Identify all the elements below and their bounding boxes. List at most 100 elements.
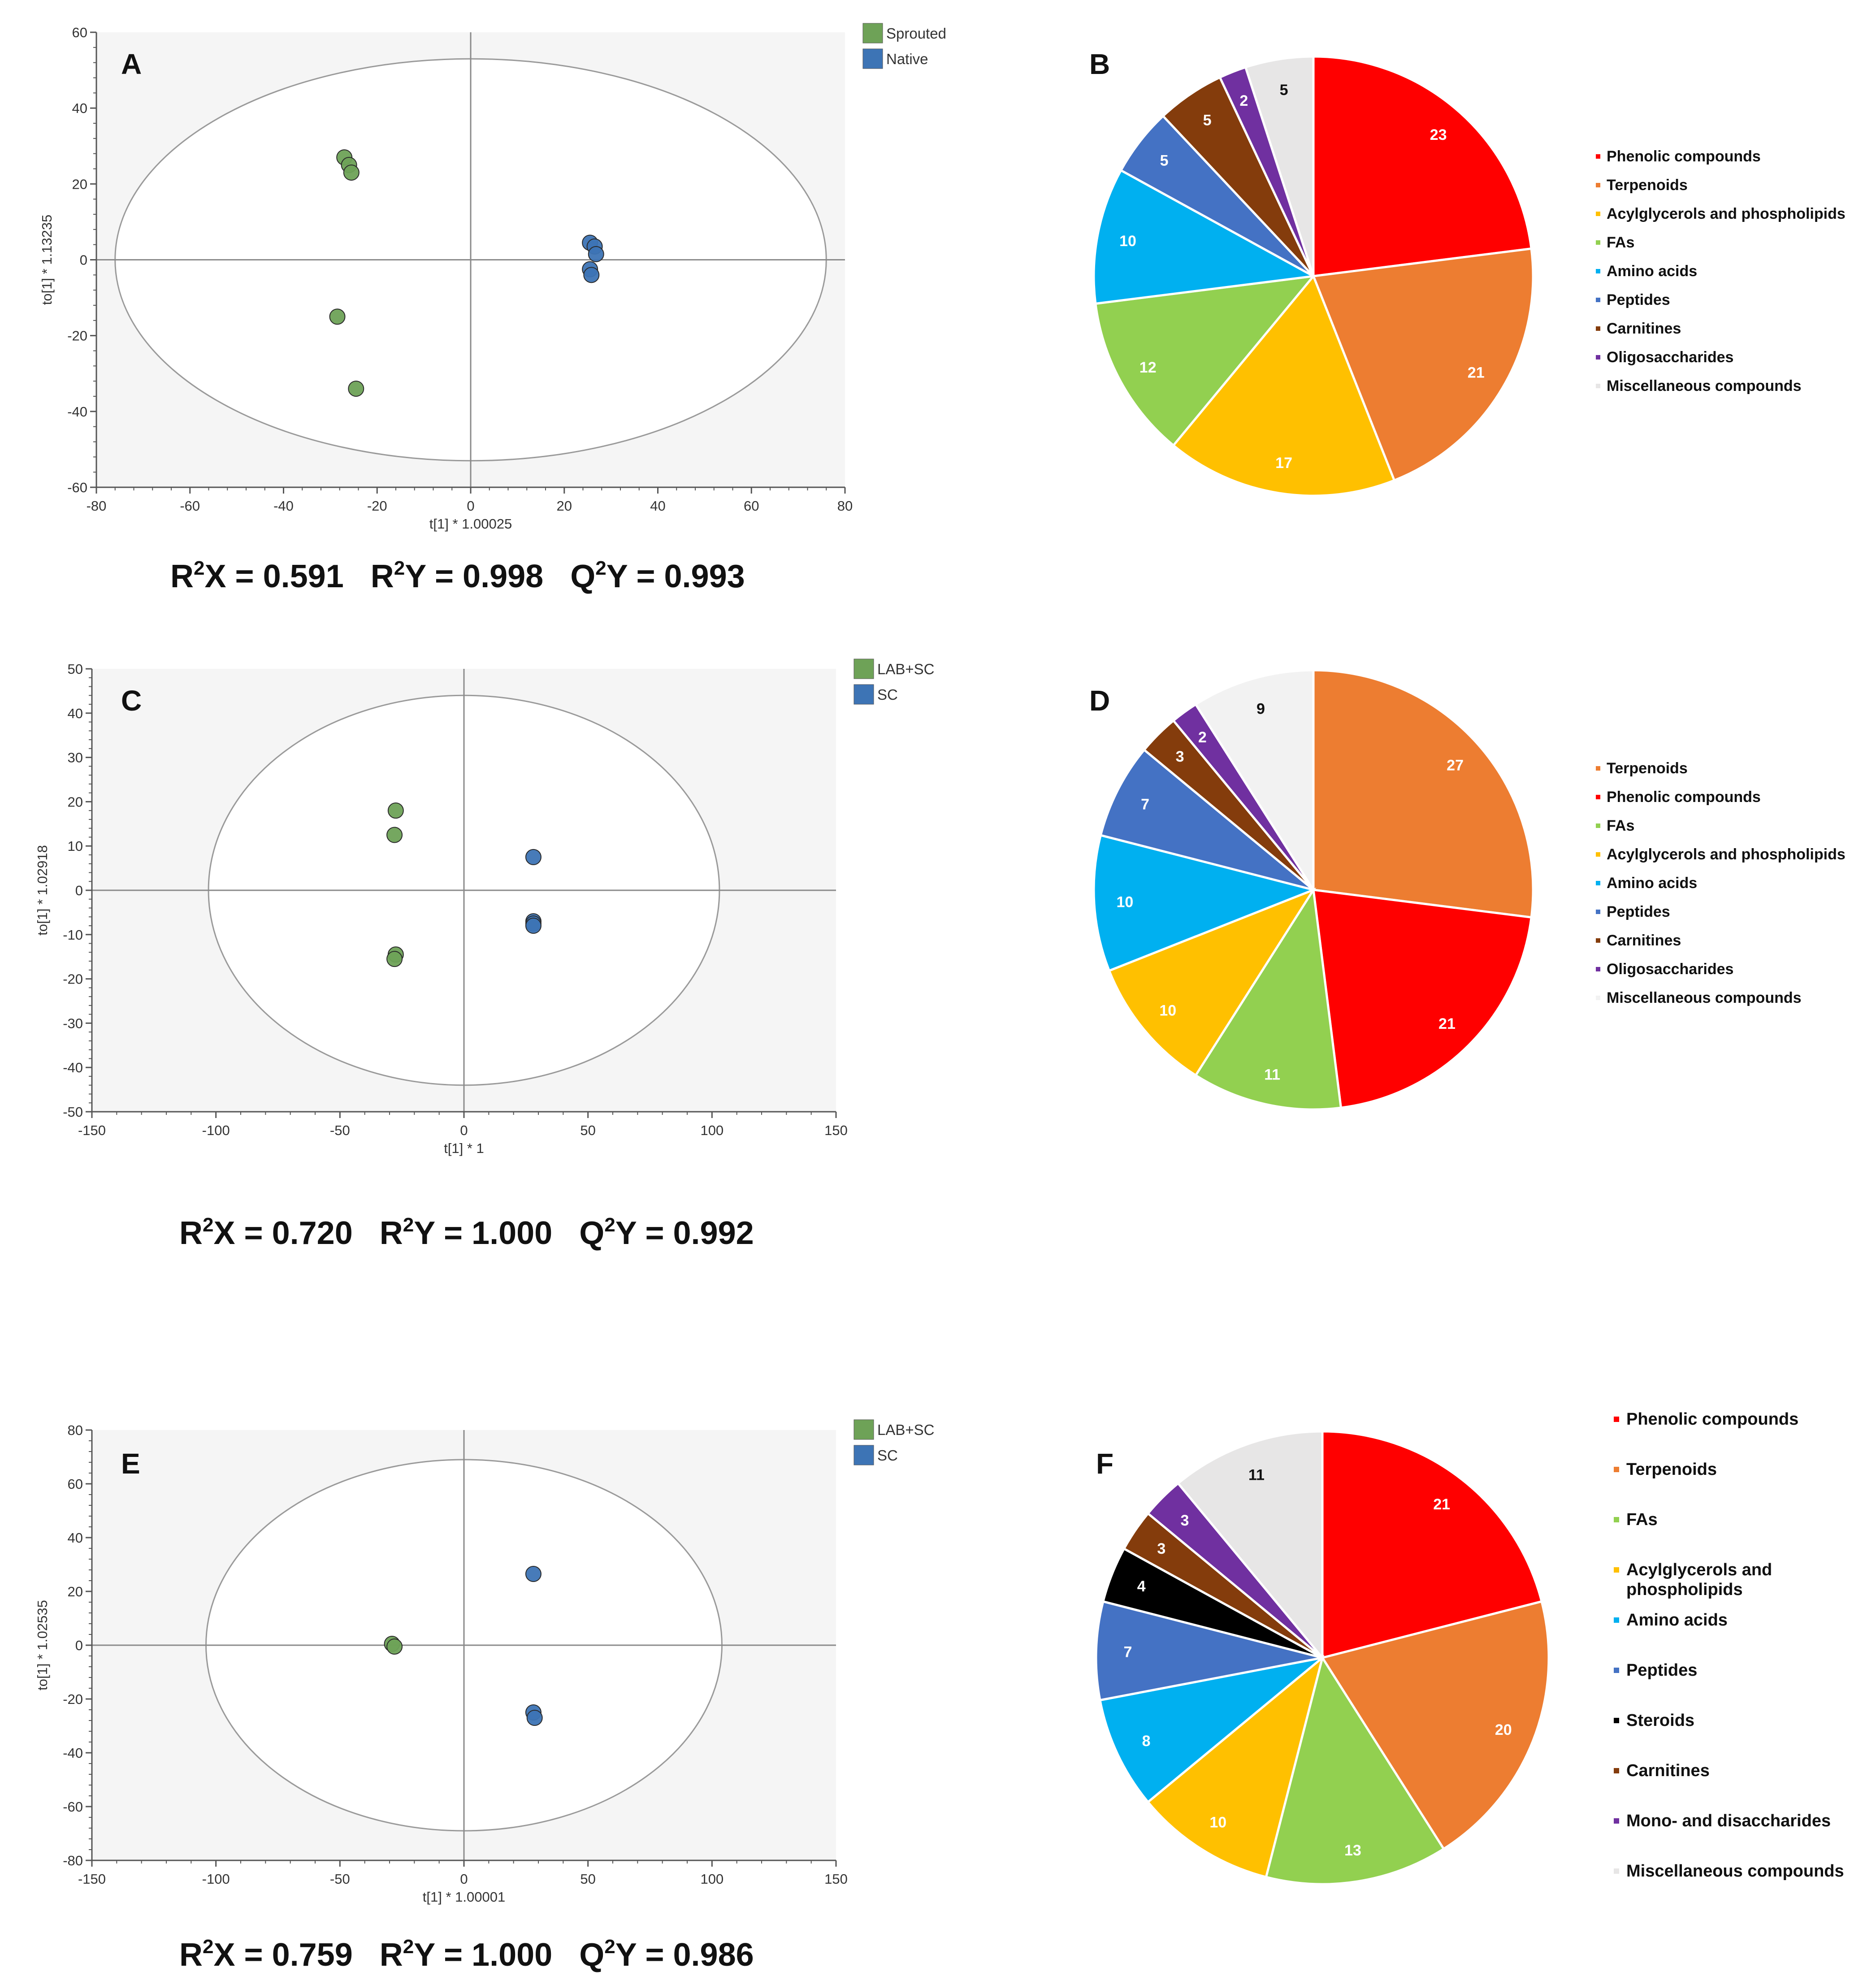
stat-text: R bbox=[353, 1215, 403, 1251]
slice-value-label: 27 bbox=[1447, 757, 1464, 774]
stat-text: R bbox=[344, 559, 394, 594]
legend-swatch-sprouted bbox=[862, 23, 883, 43]
y-tick-label: -40 bbox=[63, 1060, 83, 1075]
superscript: 2 bbox=[604, 1936, 615, 1958]
stat-text: Y = bbox=[405, 559, 463, 594]
pie-slice-peptides bbox=[1119, 114, 1314, 277]
stat-r2y: 0.998 bbox=[463, 559, 543, 594]
x-tick-label: 40 bbox=[650, 498, 665, 514]
legend-label: Miscellaneous compounds bbox=[1626, 1862, 1844, 1881]
y-tick-label: -10 bbox=[63, 927, 83, 943]
pie-slice-fas bbox=[1194, 886, 1343, 1111]
y-tick-label: -20 bbox=[67, 328, 87, 344]
slice-value-label: 7 bbox=[1123, 1643, 1132, 1660]
y-tick-label: 60 bbox=[68, 1476, 83, 1492]
y-tick-label: 20 bbox=[68, 1584, 83, 1599]
y-tick-label: -50 bbox=[63, 1104, 83, 1120]
legend-marker-peptides bbox=[1596, 910, 1600, 914]
y-tick-label: 50 bbox=[68, 661, 83, 677]
legend-label: Oligosaccharides bbox=[1607, 349, 1733, 366]
legend-marker-amino-acids bbox=[1596, 269, 1600, 273]
data-point-sc bbox=[525, 849, 542, 865]
legend-label: Acylglycerols and phospholipids bbox=[1607, 205, 1846, 222]
legend-label: Oligosaccharides bbox=[1607, 961, 1733, 978]
legend-marker-terpenoids bbox=[1596, 183, 1600, 187]
stat-text: Y = bbox=[414, 1937, 472, 1973]
y-tick-label: 20 bbox=[72, 176, 87, 192]
scatter-panel-e: -150 -100 -50 0 50 100 150 -80 -60 -40 -20 0 20 40 60 8… bbox=[35, 1419, 935, 1973]
stat-r2x: 0.720 bbox=[272, 1215, 353, 1251]
model-stats: R2X = 0.591 R2Y = 0.998 Q2Y = 0.993 bbox=[170, 557, 745, 594]
legend-swatch-sc bbox=[854, 684, 874, 705]
panel-label: A bbox=[121, 48, 142, 80]
legend-marker-acylglycerols-and-phospholipids bbox=[1596, 852, 1600, 857]
pie-slice-amino-acids bbox=[1092, 834, 1317, 972]
x-tick-label: -50 bbox=[330, 1871, 350, 1887]
x-tick-label: 100 bbox=[700, 1123, 724, 1138]
data-point-sc bbox=[525, 1566, 542, 1582]
legend-label: Native bbox=[886, 51, 928, 67]
legend-marker-terpenoids bbox=[1596, 766, 1600, 771]
data-point-sc bbox=[526, 1710, 543, 1726]
data-point-lab-sc bbox=[386, 827, 403, 843]
slice-value-label: 3 bbox=[1157, 1540, 1165, 1557]
legend-label: Amino acids bbox=[1626, 1611, 1728, 1630]
legend-marker-carnitines bbox=[1596, 326, 1600, 331]
y-tick-label: 0 bbox=[75, 883, 83, 898]
slice-value-label: 10 bbox=[1117, 893, 1134, 910]
slice-value-label: 12 bbox=[1139, 359, 1157, 376]
stat-r2x: 0.591 bbox=[263, 559, 344, 594]
x-tick-label: 50 bbox=[580, 1871, 595, 1887]
y-tick-label: 40 bbox=[72, 100, 87, 116]
legend-swatch-native bbox=[862, 48, 883, 69]
panel-label: E bbox=[121, 1448, 140, 1480]
pie-panel-b: 23 21 17 12 10 5 5 2 5 Phenolic compounds Terpenoi… bbox=[1089, 48, 1846, 497]
x-tick-label: 60 bbox=[744, 498, 759, 514]
legend-marker-terpenoids bbox=[1614, 1467, 1619, 1472]
stat-r2y: 1.000 bbox=[472, 1937, 552, 1973]
x-tick-label: 100 bbox=[700, 1871, 724, 1887]
y-tick-label: -60 bbox=[63, 1799, 83, 1815]
pie-slice-fas bbox=[1094, 274, 1316, 447]
legend-marker-fas bbox=[1614, 1517, 1619, 1522]
legend-marker-carnitines bbox=[1596, 938, 1600, 943]
legend-label: Carnitines bbox=[1626, 1761, 1710, 1780]
y-tick-label: -60 bbox=[67, 480, 87, 495]
stat-text: R bbox=[353, 1937, 403, 1973]
legend-marker-phenolic-compounds bbox=[1614, 1417, 1619, 1422]
slice-value-label: 4 bbox=[1137, 1578, 1146, 1595]
slice-value-label: 7 bbox=[1141, 796, 1149, 813]
stat-text: Q bbox=[552, 1215, 604, 1251]
legend-label: Carnitines bbox=[1607, 320, 1681, 337]
legend-marker-amino-acids bbox=[1596, 881, 1600, 885]
x-tick-label: 50 bbox=[580, 1123, 595, 1138]
pie-slice-carnitines bbox=[1161, 76, 1315, 277]
stat-text: R bbox=[179, 1937, 203, 1973]
x-tick-label: 80 bbox=[837, 498, 853, 514]
slice-value-label: 20 bbox=[1495, 1721, 1512, 1738]
y-tick-label: 40 bbox=[68, 1530, 83, 1546]
pie-slice-miscellaneous-compounds bbox=[1244, 55, 1315, 277]
legend-label: Mono- and disaccharides bbox=[1626, 1812, 1831, 1830]
legend-label: Sprouted bbox=[886, 25, 946, 42]
x-tick-label: 150 bbox=[824, 1871, 848, 1887]
pie-slice-miscellaneous-compounds bbox=[1194, 669, 1315, 894]
slice-value-label: 2 bbox=[1198, 729, 1207, 746]
y-tick-label: -80 bbox=[63, 1853, 83, 1868]
pie-panel-f: 21 20 13 10 8 7 4 33 11 Phenolic compounds Terpeno… bbox=[1095, 1410, 1844, 1885]
pie-slice-amino-acids bbox=[1099, 1656, 1323, 1804]
stat-q2y: 0.993 bbox=[664, 559, 745, 594]
slice-value-label: 10 bbox=[1119, 233, 1136, 250]
pie-slice-terpenoids bbox=[1321, 1600, 1550, 1851]
legend-marker-acylglycerols-and-phospholipids bbox=[1596, 212, 1600, 216]
stat-q2y: 0.992 bbox=[673, 1215, 754, 1251]
stat-text: Y = bbox=[615, 1215, 673, 1251]
x-tick-label: -40 bbox=[273, 498, 294, 514]
legend-marker-peptides bbox=[1596, 298, 1600, 302]
y-tick-label: 80 bbox=[68, 1422, 83, 1438]
x-axis-title: t[1] * 1 bbox=[444, 1140, 484, 1156]
superscript: 2 bbox=[203, 1936, 213, 1958]
x-tick-label: -100 bbox=[202, 1871, 230, 1887]
panel-label: F bbox=[1096, 1448, 1113, 1480]
slice-value-label: 8 bbox=[1142, 1733, 1151, 1750]
